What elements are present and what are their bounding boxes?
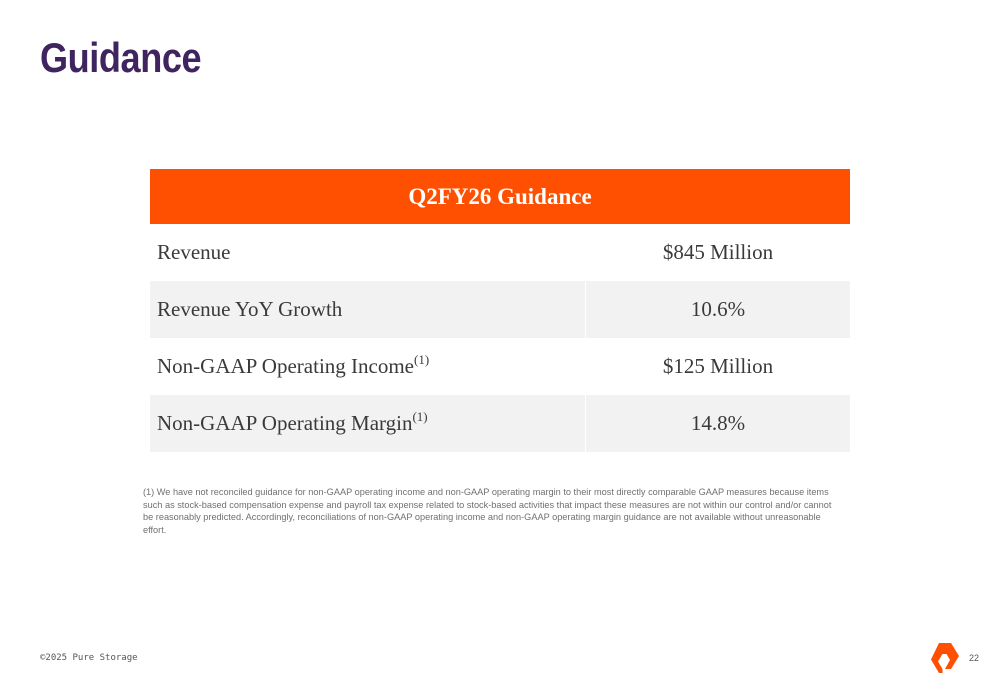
row-label-operating-income: Non-GAAP Operating Income(1) (150, 338, 585, 395)
table-header: Q2FY26 Guidance (150, 169, 850, 224)
row-value-operating-income: $125 Million (584, 338, 850, 395)
page-number: 22 (969, 653, 980, 663)
table-header-row: Q2FY26 Guidance (150, 169, 850, 224)
row-label-operating-margin: Non-GAAP Operating Margin(1) (150, 395, 586, 452)
row-value-operating-margin: 14.8% (584, 395, 850, 452)
footnote: (1) We have not reconciled guidance for … (143, 487, 832, 535)
page-title: Guidance (40, 34, 202, 81)
footnote-marker: (1) (414, 352, 430, 367)
row-value-revenue-yoy-growth: 10.6% (584, 281, 850, 338)
copyright: ©2025 Pure Storage (40, 653, 138, 663)
row-value-revenue: $845 Million (584, 224, 850, 281)
table-row: Revenue YoY Growth 10.6% (150, 281, 850, 338)
footnote-marker: (1) (412, 409, 428, 424)
row-label-revenue: Revenue (150, 224, 585, 281)
row-label-text: Non-GAAP Operating Income (157, 354, 414, 378)
pure-storage-logo-icon (931, 643, 959, 673)
row-label-revenue-yoy-growth: Revenue YoY Growth (150, 281, 586, 338)
row-label-text: Revenue YoY Growth (157, 297, 343, 321)
table-row: Non-GAAP Operating Margin(1) 14.8% (150, 395, 850, 452)
table-row: Non-GAAP Operating Income(1) $125 Millio… (150, 338, 850, 395)
row-label-text: Revenue (157, 240, 231, 264)
guidance-table: Q2FY26 Guidance Revenue $845 Million Rev… (150, 169, 850, 452)
table-row: Revenue $845 Million (150, 224, 850, 281)
row-label-text: Non-GAAP Operating Margin (157, 411, 413, 435)
